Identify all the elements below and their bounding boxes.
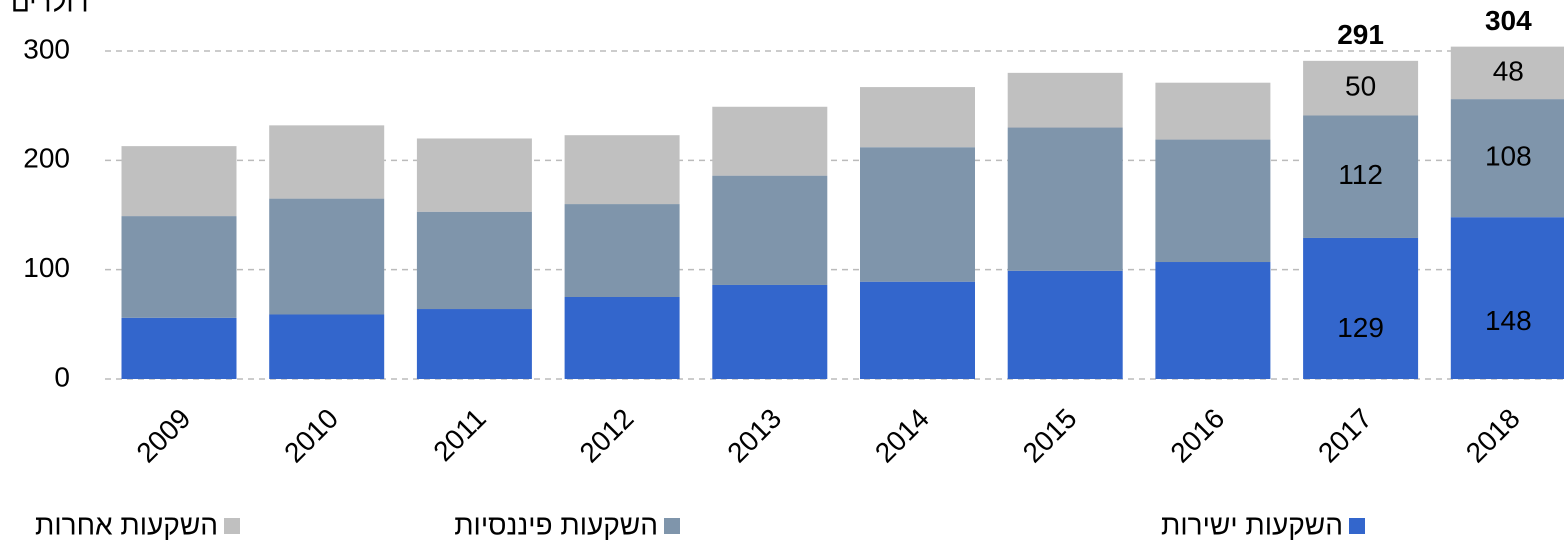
bar-segment — [416, 309, 532, 379]
bar-segment — [269, 198, 385, 315]
x-tick-label: 2016 — [1164, 403, 1230, 469]
bar-segment — [1007, 270, 1123, 379]
bar-segment — [1450, 99, 1564, 218]
legend-label: השקעות אחרות — [35, 509, 218, 540]
y-tick-label: 200 — [23, 143, 70, 174]
bar-segment — [712, 175, 828, 285]
bar-segment — [860, 281, 975, 379]
x-tick-label: 2017 — [1312, 403, 1378, 469]
x-tick-label: 2010 — [278, 403, 344, 469]
bar-segment — [121, 146, 237, 217]
data-label: 129 — [1337, 312, 1384, 343]
legend-swatch — [224, 518, 240, 534]
bar-segment — [712, 284, 828, 379]
bar-segment — [416, 138, 532, 212]
bar-segment — [121, 216, 237, 318]
x-tick-label: 2012 — [574, 403, 640, 469]
x-tick-label: 2013 — [721, 403, 787, 469]
bar-segment — [269, 125, 385, 199]
data-label: 108 — [1485, 141, 1532, 172]
total-label: 291 — [1337, 19, 1384, 50]
bar-segment — [564, 204, 680, 297]
bar-segment — [1450, 217, 1564, 379]
legend-swatch — [664, 518, 680, 534]
y-axis-label: דולרים — [11, 0, 89, 17]
x-tick-label: 2018 — [1460, 403, 1526, 469]
data-label: 50 — [1345, 71, 1376, 102]
y-tick-label: 100 — [23, 252, 70, 283]
x-tick-label: 2015 — [1017, 403, 1083, 469]
bar-segment — [1007, 72, 1123, 128]
bar-segment — [860, 87, 975, 148]
legend-swatch — [1349, 518, 1365, 534]
bar-segment — [1450, 46, 1564, 100]
bar-segment — [416, 211, 532, 310]
bar-segment — [1303, 115, 1419, 238]
legend-label: השקעות פיננסיות — [454, 509, 658, 540]
x-tick-label: 2011 — [427, 403, 492, 468]
data-label: 48 — [1493, 55, 1524, 86]
bar-segment — [1303, 237, 1419, 379]
bar-segment — [1155, 262, 1271, 379]
bar-segment — [564, 135, 680, 205]
bar-segment — [269, 314, 385, 379]
bar-segment — [1155, 82, 1271, 140]
y-tick-label: 300 — [23, 33, 70, 64]
data-label: 112 — [1338, 159, 1383, 190]
legend-label: השקעות ישירות — [1161, 509, 1343, 540]
total-label: 304 — [1485, 5, 1532, 36]
bar-segment — [860, 147, 975, 282]
bar-segment — [712, 106, 828, 176]
x-tick-label: 2009 — [130, 403, 196, 469]
bar-segment — [1007, 127, 1123, 271]
x-tick-label: 2014 — [869, 403, 935, 469]
bar-segment — [1303, 60, 1419, 116]
y-tick-label: 0 — [54, 361, 70, 392]
bar-segment — [564, 297, 680, 379]
data-label: 148 — [1485, 305, 1532, 336]
bar-segment — [1155, 139, 1271, 263]
bar-segment — [121, 317, 237, 379]
